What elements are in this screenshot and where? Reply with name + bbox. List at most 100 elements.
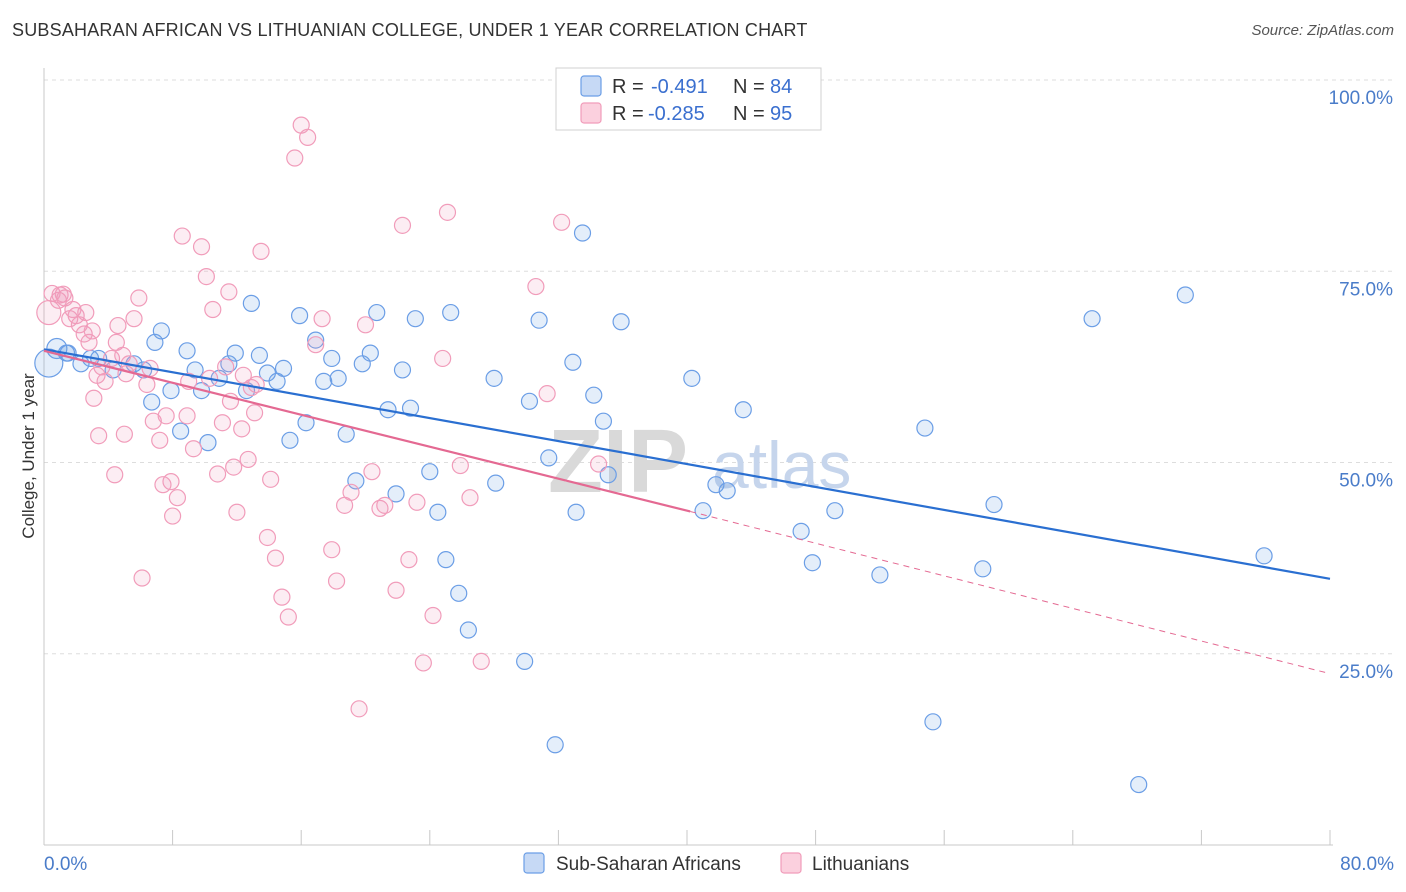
point-subsaharan: [1255, 547, 1273, 565]
legend-n-value-2: 95: [770, 103, 792, 125]
point-lithuanian: [350, 700, 368, 718]
point-subsaharan: [803, 554, 821, 572]
trend-line-lithuanian: [43, 349, 691, 513]
point-lithuanian: [342, 483, 360, 501]
grid-lines: [44, 79, 1392, 655]
point-subsaharan: [573, 224, 592, 242]
point-lithuanian: [115, 425, 133, 443]
point-lithuanian: [245, 404, 264, 422]
watermark-zip: ZIP: [548, 412, 688, 512]
point-lithuanian: [85, 389, 103, 407]
point-subsaharan: [585, 386, 603, 404]
point-subsaharan: [530, 311, 548, 329]
point-lithuanian: [371, 499, 389, 517]
point-subsaharan: [361, 344, 379, 362]
point-lithuanian: [233, 420, 251, 438]
point-lithuanian: [213, 414, 232, 432]
point-subsaharan: [734, 401, 752, 419]
point-subsaharan: [540, 449, 558, 467]
point-subsaharan: [718, 482, 736, 500]
point-lithuanian: [130, 289, 148, 307]
point-lithuanian: [168, 489, 187, 507]
point-lithuanian: [228, 503, 246, 521]
point-lithuanian: [538, 385, 556, 403]
y-tick-label: 100.0%: [1329, 88, 1394, 109]
point-lithuanian: [117, 365, 135, 383]
legend-n-label-2: N =: [733, 103, 765, 125]
point-subsaharan: [599, 466, 617, 484]
point-subsaharan: [1083, 310, 1101, 328]
trend-line-subsaharan: [43, 348, 1331, 580]
point-subsaharan: [297, 414, 315, 432]
axes: [43, 68, 1333, 846]
point-lithuanian: [408, 493, 426, 511]
x-tick-labels: 0.0% 80.0%: [44, 854, 1394, 875]
point-lithuanian: [472, 652, 490, 671]
point-subsaharan: [393, 361, 412, 379]
point-subsaharan: [916, 419, 934, 437]
point-subsaharan: [594, 412, 613, 430]
bottom-legend-label-pink: Lithuanians: [812, 854, 909, 875]
point-subsaharan: [368, 303, 386, 322]
point-lithuanian: [252, 242, 270, 260]
point-lithuanian: [247, 375, 265, 394]
bottom-legend-label-blue: Sub-Saharan Africans: [556, 854, 741, 875]
point-subsaharan: [564, 353, 582, 371]
legend-swatch-blue: [580, 75, 602, 97]
point-subsaharan: [1130, 775, 1148, 794]
point-subsaharan: [406, 310, 424, 328]
point-subsaharan: [826, 502, 844, 520]
point-lithuanian: [239, 450, 257, 469]
legend-r-value-1: -0.491: [651, 76, 708, 98]
point-subsaharan: [199, 434, 217, 452]
point-lithuanian: [258, 528, 277, 547]
legend-swatch-pink: [580, 102, 602, 124]
point-subsaharan: [162, 381, 180, 400]
point-lithuanian: [125, 310, 143, 328]
y-tick-label: 50.0%: [1339, 471, 1393, 492]
point-subsaharan: [250, 346, 269, 364]
point-lithuanian: [151, 431, 169, 449]
point-lithuanian: [144, 412, 162, 430]
point-subsaharan: [323, 349, 341, 368]
point-subsaharan: [485, 369, 503, 387]
point-lithuanian: [363, 463, 381, 481]
point-subsaharan: [792, 522, 810, 540]
y-axis-label: College, Under 1 year: [19, 373, 38, 539]
point-lithuanian: [184, 440, 203, 458]
point-lithuanian: [106, 466, 124, 484]
point-subsaharan: [401, 399, 420, 417]
point-lithuanian: [307, 336, 325, 354]
point-subsaharan: [985, 495, 1003, 514]
point-lithuanian: [438, 203, 457, 221]
point-lithuanian: [90, 427, 108, 445]
point-lithuanian: [220, 283, 238, 301]
point-subsaharan: [437, 551, 455, 569]
point-subsaharan: [974, 560, 992, 578]
point-lithuanian: [279, 608, 297, 626]
point-lithuanian: [192, 238, 211, 256]
point-lithuanian: [266, 549, 285, 567]
point-lithuanian: [424, 606, 442, 625]
point-subsaharan: [442, 303, 460, 322]
point-lithuanian: [173, 227, 191, 245]
point-subsaharan: [172, 422, 190, 440]
point-lithuanian: [77, 303, 95, 322]
point-subsaharan: [694, 502, 712, 520]
point-lithuanian: [209, 465, 227, 483]
point-lithuanian: [83, 322, 101, 340]
point-subsaharan: [459, 621, 477, 639]
point-lithuanian: [157, 407, 175, 425]
point-subsaharan: [683, 369, 701, 387]
bottom-legend-swatch-blue: [523, 852, 545, 874]
point-lithuanian: [286, 149, 304, 167]
point-lithuanian: [234, 366, 252, 384]
point-subsaharan: [612, 313, 630, 331]
point-subsaharan: [281, 431, 299, 449]
point-lithuanian: [434, 349, 452, 368]
point-subsaharan: [329, 369, 347, 387]
chart-title: SUBSAHARAN AFRICAN VS LITHUANIAN COLLEGE…: [12, 20, 808, 40]
point-lithuanian: [217, 358, 235, 376]
point-lithuanian: [414, 654, 432, 672]
point-lithuanian: [527, 277, 545, 296]
